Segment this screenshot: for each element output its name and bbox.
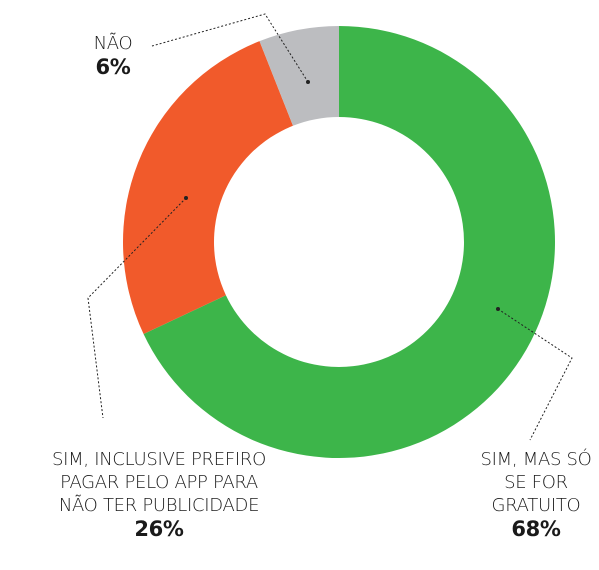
donut-segment — [143, 26, 555, 458]
value-label: 26% — [134, 517, 184, 541]
leader-line — [497, 308, 573, 441]
category-label: NÃO — [93, 33, 133, 54]
leader-line — [151, 13, 309, 83]
category-label: SIM, MAS SÓ SE FOR GRATUITO — [480, 449, 592, 516]
leader-line — [87, 197, 187, 419]
donut-segment — [123, 41, 293, 334]
leader-dot — [184, 196, 188, 200]
donut-segment — [259, 26, 339, 126]
value-label: 68% — [511, 517, 561, 541]
segment-label: NÃO 6% — [70, 32, 156, 79]
segment-label: SIM, INCLUSIVE PREFIRO PAGAR PELO APP PA… — [48, 448, 270, 541]
leader-dot — [496, 307, 500, 311]
value-label: 6% — [95, 55, 131, 79]
leader-dot — [306, 80, 310, 84]
category-label: SIM, INCLUSIVE PREFIRO PAGAR PELO APP PA… — [52, 449, 266, 516]
segment-label: SIM, MAS SÓ SE FOR GRATUITO 68% — [478, 448, 594, 541]
leader-lines — [87, 13, 573, 441]
